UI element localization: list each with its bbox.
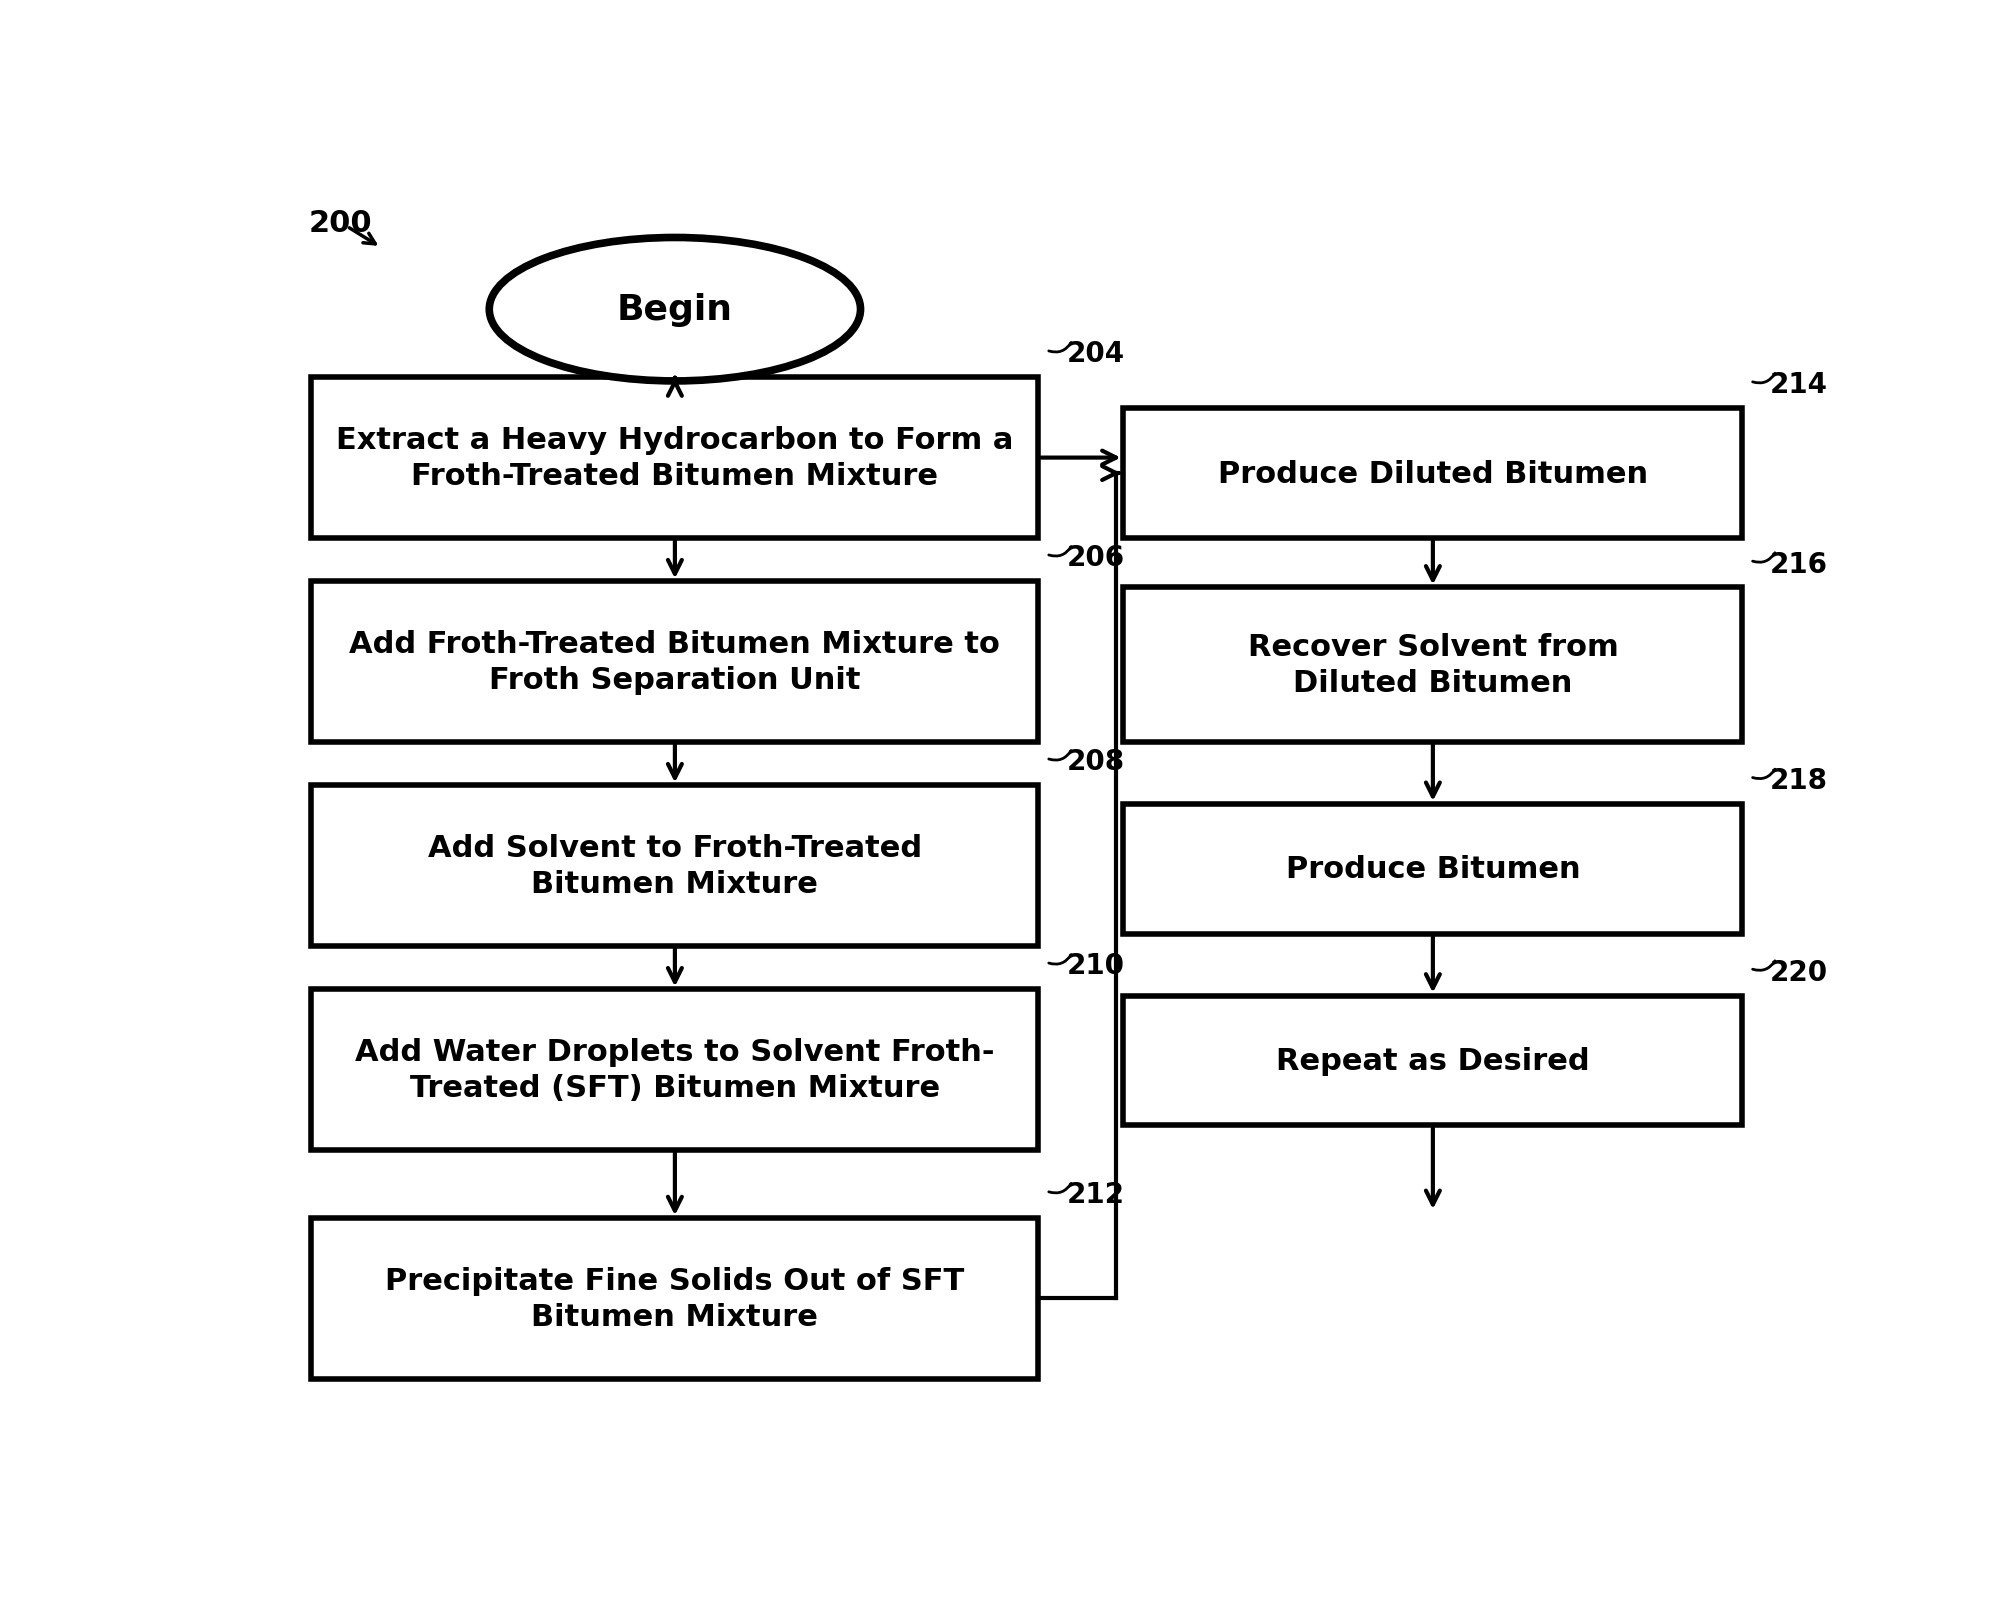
Text: 206: 206 <box>1066 544 1124 571</box>
Text: 200: 200 <box>307 209 371 238</box>
Text: 218: 218 <box>1770 767 1828 794</box>
Text: 204: 204 <box>1066 340 1124 368</box>
FancyBboxPatch shape <box>311 786 1038 947</box>
FancyBboxPatch shape <box>1124 995 1743 1125</box>
Text: 214: 214 <box>1770 371 1828 400</box>
Text: Extract a Heavy Hydrocarbon to Form a
Froth-Treated Bitumen Mixture: Extract a Heavy Hydrocarbon to Form a Fr… <box>335 425 1014 491</box>
FancyBboxPatch shape <box>1124 409 1743 539</box>
FancyBboxPatch shape <box>1124 804 1743 934</box>
Text: Begin: Begin <box>617 294 733 327</box>
Text: 216: 216 <box>1770 551 1828 578</box>
Text: Add Froth-Treated Bitumen Mixture to
Froth Separation Unit: Add Froth-Treated Bitumen Mixture to Fro… <box>349 629 1000 695</box>
Text: Produce Bitumen: Produce Bitumen <box>1285 855 1581 884</box>
FancyBboxPatch shape <box>311 1218 1038 1379</box>
Text: 220: 220 <box>1770 958 1828 985</box>
Text: Precipitate Fine Solids Out of SFT
Bitumen Mixture: Precipitate Fine Solids Out of SFT Bitum… <box>385 1266 964 1331</box>
Text: Recover Solvent from
Diluted Bitumen: Recover Solvent from Diluted Bitumen <box>1248 632 1619 698</box>
Text: Add Solvent to Froth-Treated
Bitumen Mixture: Add Solvent to Froth-Treated Bitumen Mix… <box>427 833 922 899</box>
Text: 212: 212 <box>1066 1181 1124 1209</box>
Text: Produce Diluted Bitumen: Produce Diluted Bitumen <box>1218 459 1649 488</box>
Text: 208: 208 <box>1066 748 1124 775</box>
Text: Repeat as Desired: Repeat as Desired <box>1275 1046 1589 1075</box>
Text: 210: 210 <box>1066 952 1124 979</box>
Text: Add Water Droplets to Solvent Froth-
Treated (SFT) Bitumen Mixture: Add Water Droplets to Solvent Froth- Tre… <box>355 1037 994 1103</box>
FancyBboxPatch shape <box>311 583 1038 743</box>
FancyBboxPatch shape <box>311 379 1038 539</box>
FancyBboxPatch shape <box>1124 587 1743 743</box>
FancyBboxPatch shape <box>311 990 1038 1151</box>
Ellipse shape <box>489 238 860 382</box>
